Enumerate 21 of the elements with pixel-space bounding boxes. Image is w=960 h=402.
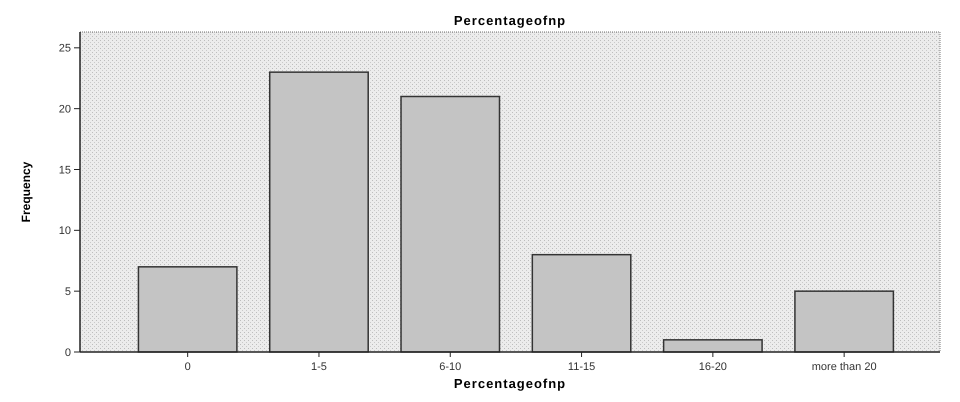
y-tick-label: 10 xyxy=(58,225,71,238)
y-tick-label: 0 xyxy=(64,346,71,359)
bar xyxy=(662,339,763,353)
y-tick-label: 5 xyxy=(64,286,71,298)
y-tick-label: 25 xyxy=(58,42,71,55)
bar xyxy=(138,266,238,353)
x-axis-title: Percentageofnp xyxy=(454,376,566,391)
chart-title: Percentageofnp xyxy=(454,13,566,28)
x-tick-label: more than 20 xyxy=(812,361,877,373)
x-tick-label: 11-15 xyxy=(568,361,596,373)
y-tick-label: 20 xyxy=(58,104,71,116)
x-tick-label: 16-20 xyxy=(698,361,727,373)
bar xyxy=(400,96,500,353)
bar xyxy=(794,290,894,353)
y-axis-title: Frequency xyxy=(19,161,33,222)
bar xyxy=(268,71,369,353)
x-tick-label: 1-5 xyxy=(311,361,327,373)
x-tick-label: 0 xyxy=(184,361,191,373)
x-tick-label: 6-10 xyxy=(439,361,462,373)
y-tick-label: 15 xyxy=(58,164,71,176)
bar xyxy=(532,254,632,353)
